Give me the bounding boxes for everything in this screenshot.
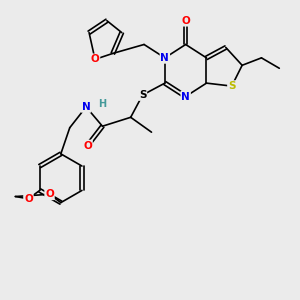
- Text: N: N: [181, 92, 190, 101]
- Text: O: O: [45, 189, 54, 199]
- Text: S: S: [228, 81, 236, 91]
- Text: O: O: [91, 54, 99, 64]
- Text: O: O: [83, 140, 92, 151]
- Text: S: S: [139, 90, 146, 100]
- Text: N: N: [82, 102, 91, 112]
- Text: O: O: [24, 194, 33, 204]
- Text: H: H: [98, 99, 106, 109]
- Text: O: O: [181, 16, 190, 26]
- Text: N: N: [160, 53, 169, 63]
